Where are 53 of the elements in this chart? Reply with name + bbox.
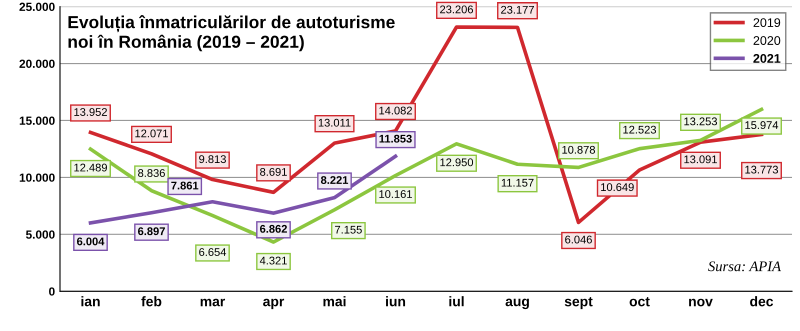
data-label: 13.253	[684, 117, 718, 126]
text: Evoluția înmatriculărilor de autoturisme noi în România (2019 – 2021)	[68, 15, 395, 52]
y-tick-label: 15.000	[20, 116, 55, 125]
x-tick-label: aug	[506, 298, 529, 310]
data-label: 12.489	[74, 164, 107, 172]
y-tick-label: 25.000	[19, 2, 55, 12]
data-label: 13.773	[745, 166, 778, 174]
x-tick-label: dec	[750, 296, 774, 306]
data-label: 8.691	[260, 168, 287, 176]
x-tick-label: feb	[141, 296, 162, 306]
data-label: 11.853	[380, 134, 412, 143]
annotation: Sursa: APIA	[708, 261, 782, 272]
data-label: 9.813	[199, 155, 226, 164]
x-tick-label: ian	[81, 296, 100, 306]
data-label: 15.974	[745, 121, 778, 130]
data-label: 8.836	[138, 169, 165, 177]
data-label: 12.071	[135, 130, 168, 138]
x-tick-label: mar	[200, 298, 226, 306]
data-label: 6.654	[199, 248, 226, 256]
data-label: 23.177	[501, 6, 534, 14]
y-tick-label: 10.000	[20, 173, 55, 182]
legend-label: 2020	[754, 36, 780, 45]
data-label: 12.950	[440, 158, 474, 166]
data-label: 13.952	[74, 108, 107, 116]
x-tick-label: oct	[630, 297, 650, 306]
data-label: 8.221	[320, 176, 348, 184]
y-tick-label: 20.000	[19, 60, 55, 68]
x-tick-label: mai	[323, 296, 346, 306]
data-label: 6.897	[138, 227, 165, 236]
data-label: 14.082	[379, 106, 412, 114]
x-tick-label: nov	[689, 298, 713, 306]
data-label: 23.206	[440, 5, 474, 14]
data-label: 10.161	[379, 190, 412, 198]
y-tick-label: 0	[49, 287, 55, 296]
data-label: 6.046	[565, 236, 592, 244]
data-label: 12.523	[623, 126, 656, 134]
legend-label: 2019	[754, 18, 780, 28]
data-label: 10.649	[601, 183, 634, 192]
data-label: 4.321	[260, 256, 287, 265]
data-label: 7.861	[171, 182, 198, 190]
data-label: 10.878	[562, 146, 596, 154]
data-label: 6.004	[77, 237, 104, 246]
x-tick-label: iul	[449, 296, 464, 306]
data-label: 11.157	[502, 178, 534, 187]
x-tick-label: sept	[564, 297, 593, 310]
x-tick-label: apr	[263, 298, 284, 310]
data-label: 7.155	[335, 226, 362, 234]
data-label: 13.091	[684, 155, 717, 164]
x-tick-label: iun	[386, 296, 406, 306]
data-label: 6.862	[260, 224, 287, 233]
legend-label: 2021	[753, 54, 780, 63]
data-label: 13.011	[318, 118, 351, 127]
y-tick-label: 5.000	[26, 230, 55, 239]
